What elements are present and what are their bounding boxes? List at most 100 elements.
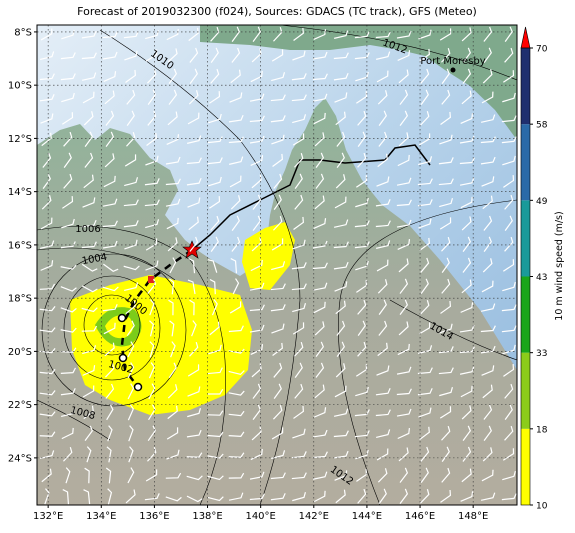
wind-barb [273, 173, 283, 189]
wind-barb [439, 28, 452, 41]
colorbar: 10 18 33 43 49 58 70 [520, 26, 548, 512]
colorbar-tick-label: 18 [536, 425, 548, 435]
wind-barb [336, 341, 345, 357]
wind-barb [81, 72, 97, 81]
wind-barb [292, 322, 305, 335]
wind-barb [168, 89, 178, 105]
lat-label: 20°S [8, 347, 32, 358]
wind-barb [438, 178, 454, 186]
wind-barb [61, 427, 74, 440]
wind-barb [230, 69, 241, 84]
wind-barb [149, 320, 154, 337]
wind-barb [483, 236, 492, 252]
wind-barb [357, 110, 367, 126]
wind-barb [504, 194, 514, 210]
wind-barb [356, 469, 368, 482]
wind-barb [502, 155, 516, 166]
wind-barb [211, 299, 218, 316]
wind-barb [334, 30, 349, 39]
wind-barb [103, 71, 117, 82]
lon-label: 146°E [405, 511, 435, 522]
wind-barb [128, 446, 134, 463]
wind-barb [333, 72, 349, 81]
wind-barb [270, 472, 286, 480]
wind-barb [459, 366, 475, 375]
wind-barb [480, 136, 496, 144]
wind-barb [249, 115, 265, 123]
wind-barb [399, 299, 409, 315]
wind-barb [84, 152, 94, 168]
wind-barb [228, 348, 245, 354]
wind-barb [314, 132, 325, 147]
wind-barb [63, 152, 72, 169]
wind-barb [461, 405, 472, 420]
wind-barb [504, 47, 514, 63]
colorbar-tick-label: 70 [536, 45, 548, 55]
wind-barb [271, 134, 285, 145]
wind-barb [102, 286, 119, 292]
wind-barb [312, 93, 328, 102]
wind-barb [60, 286, 77, 292]
wind-barb [105, 467, 112, 484]
wind-barb [315, 173, 325, 189]
title: Forecast of 2019032300 (f024), Sources: … [77, 5, 477, 18]
wind-barb [188, 27, 199, 42]
wind-barb [418, 345, 433, 355]
wind-barb [123, 199, 139, 207]
wind-barb [333, 219, 349, 228]
wind-barb [439, 323, 453, 334]
wind-barb [144, 199, 160, 207]
wind-barb [86, 446, 92, 463]
wind-barb [313, 29, 327, 40]
wind-barb [39, 283, 56, 290]
wind-barb [39, 93, 55, 102]
wind-barb [270, 493, 286, 501]
wind-barb [377, 153, 388, 168]
colorbar-label: 10 m wind speed (m/s) [554, 211, 565, 320]
wind-barb [420, 278, 429, 294]
wind-barb [39, 73, 55, 81]
wind-barb [294, 153, 304, 168]
wind-barb [123, 265, 140, 271]
wind-barb [480, 492, 496, 501]
wind-barb [462, 236, 471, 252]
wind-barb [312, 240, 328, 249]
wind-barb [333, 241, 349, 249]
wind-barb [167, 111, 178, 126]
wind-barb [420, 257, 430, 273]
wind-barb [124, 282, 139, 292]
wind-barb [82, 385, 95, 398]
wind-barb [189, 341, 199, 357]
wind-barb [335, 363, 346, 378]
lat-label: 18°S [8, 294, 32, 305]
wind-barb [39, 347, 56, 354]
wind-barb [39, 390, 56, 396]
wind-barb [501, 304, 517, 312]
wind-barb [60, 73, 76, 81]
wind-barb [252, 215, 262, 231]
wind-barb [60, 347, 77, 353]
wind-barb [147, 278, 157, 294]
wind-barb [186, 429, 202, 438]
wind-barb [294, 383, 304, 399]
wind-barb [460, 302, 474, 313]
wind-barb [39, 431, 56, 437]
wind-barb [63, 173, 73, 189]
wind-barb [82, 345, 97, 355]
wind-barb [441, 48, 451, 63]
wind-barb [312, 73, 328, 81]
wind-barb [187, 386, 201, 397]
wind-barb [504, 404, 513, 421]
wind-barb [293, 405, 305, 419]
wind-barb [124, 177, 139, 187]
wind-barb [63, 447, 73, 462]
wind-barb [462, 446, 472, 462]
wind-barb [483, 215, 493, 231]
wind-barb [186, 452, 203, 458]
wind-barb [40, 28, 53, 41]
wind-barb [167, 237, 178, 252]
wind-barb [82, 91, 95, 104]
wind-barb [356, 175, 368, 188]
wind-barb [42, 173, 51, 189]
